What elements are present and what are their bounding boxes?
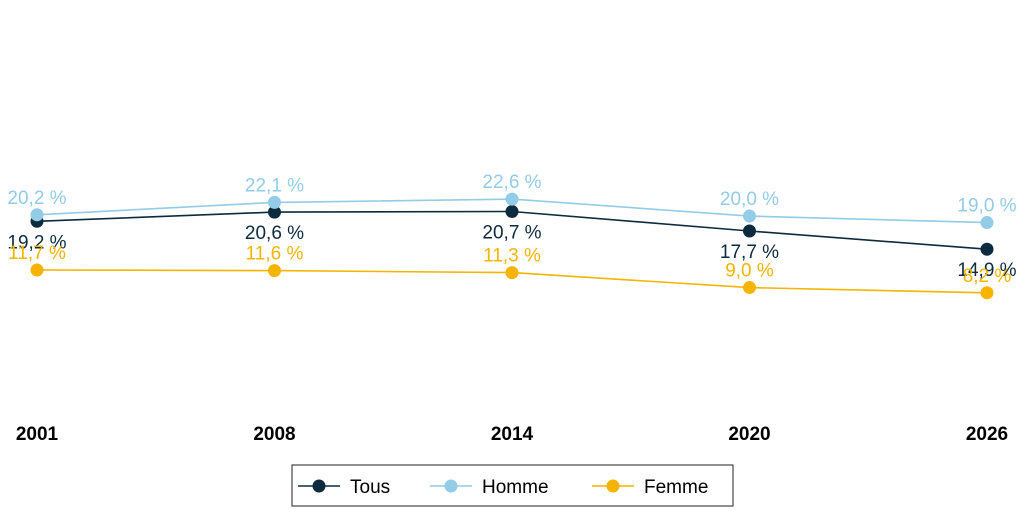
series-femme-data-label: 11,7 % bbox=[8, 243, 66, 264]
series-femme-data-label: 9,0 % bbox=[725, 261, 774, 282]
series-femme-point bbox=[30, 263, 44, 277]
series-tous-point bbox=[980, 242, 994, 256]
legend-label: Homme bbox=[482, 477, 549, 498]
legend-item-tous: Tous bbox=[298, 477, 390, 498]
series-tous: 19,2 % 20,6 % 20,7 % 17,7 % 14,9 % bbox=[7, 205, 1017, 281]
legend-item-homme: Homme bbox=[430, 477, 549, 498]
series-tous-point bbox=[268, 205, 281, 219]
series-femme-point bbox=[268, 264, 281, 278]
series-tous-data-label: 20,7 % bbox=[482, 223, 541, 244]
series-homme-data-label: 22,1 % bbox=[245, 175, 304, 196]
series-femme-data-label: 11,3 % bbox=[483, 246, 541, 267]
x-tick-label: 2026 bbox=[966, 424, 1008, 445]
series-tous-point bbox=[743, 224, 756, 238]
legend-swatch-marker bbox=[312, 479, 326, 493]
series-tous-point bbox=[505, 205, 519, 218]
series-homme-point bbox=[268, 195, 281, 209]
x-tick-label: 2014 bbox=[491, 424, 534, 445]
series-homme-point bbox=[980, 216, 994, 230]
series-homme-point bbox=[743, 209, 756, 223]
series-homme-data-label: 20,0 % bbox=[720, 189, 779, 210]
legend-label: Tous bbox=[350, 477, 390, 498]
series-layer: 19,2 % 20,6 % 20,7 % 17,7 % 14,9 % 20,2 % 22,1… bbox=[7, 172, 1017, 300]
series-femme-point bbox=[743, 281, 756, 295]
legend-frame bbox=[291, 464, 734, 507]
series-homme-data-label: 22,6 % bbox=[482, 172, 541, 193]
series-tous-data-label: 14,9 % bbox=[957, 260, 1016, 281]
series-femme-data-label: 11,6 % bbox=[246, 244, 304, 265]
legend: Tous Homme Femme bbox=[291, 464, 734, 507]
series-femme-point bbox=[505, 266, 519, 280]
x-tick-label: 2008 bbox=[253, 424, 295, 445]
series-homme-data-label: 19,0 % bbox=[957, 196, 1016, 217]
series-femme-point bbox=[980, 286, 994, 300]
series-homme-point bbox=[30, 208, 44, 222]
legend-swatch-marker bbox=[606, 479, 620, 493]
legend-item-femme: Femme bbox=[592, 477, 708, 498]
series-tous-data-label: 20,6 % bbox=[245, 223, 304, 244]
series-tous-data-label: 19,2 % bbox=[7, 232, 66, 253]
series-femme-data-label: 8,2 % bbox=[963, 266, 1012, 287]
series-homme-point bbox=[505, 192, 519, 206]
x-tick-label: 2001 bbox=[16, 424, 59, 445]
legend-swatch-marker bbox=[444, 479, 458, 493]
series-homme-data-label: 20,2 % bbox=[7, 188, 66, 209]
series-femme: 11,7 % 11,6 % 11,3 % 9,0 % 8,2 % bbox=[8, 243, 1012, 300]
x-axis-ticks: 2001 2008 2014 2020 2026 bbox=[16, 424, 1008, 445]
series-tous-data-label: 17,7 % bbox=[720, 242, 779, 263]
legend-label: Femme bbox=[644, 477, 708, 498]
series-homme: 20,2 % 22,1 % 22,6 % 20,0 % 19,0 % bbox=[7, 172, 1017, 230]
x-tick-label: 2020 bbox=[728, 424, 770, 445]
